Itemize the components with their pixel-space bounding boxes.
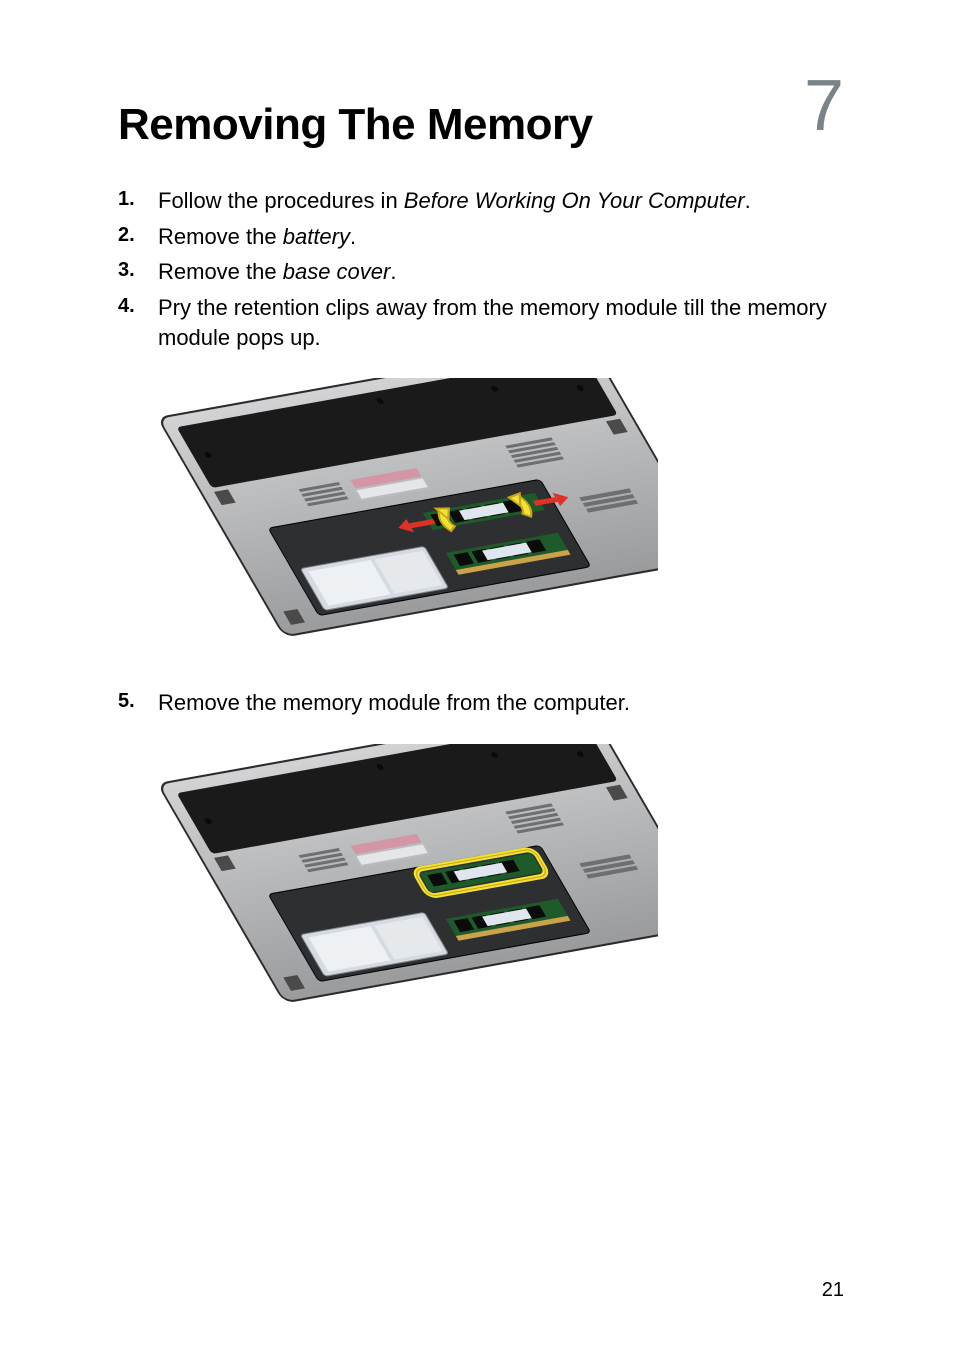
step-2-text: Remove the battery. [158,222,844,252]
step-1-text: Follow the procedures in Before Working … [158,186,844,216]
step-4-text: Pry the retention clips away from the me… [158,293,844,352]
step-3-prefix: Remove the [158,259,283,284]
page-number: 21 [822,1279,844,1302]
steps-list: Follow the procedures in Before Working … [118,186,844,352]
page-header: Removing The Memory 7 [118,100,844,150]
step-4: Pry the retention clips away from the me… [118,293,844,352]
step-3-text: Remove the base cover. [158,257,844,287]
page: Removing The Memory 7 Follow the procedu… [0,0,954,1366]
figure-1 [158,378,844,658]
figure-2 [158,744,844,1024]
step-2: Remove the battery. [118,222,844,252]
step-2-suffix: . [350,224,356,249]
step-5-text: Remove the memory module from the comput… [158,688,844,718]
page-title: Removing The Memory [118,100,593,150]
step-2-prefix: Remove the [158,224,283,249]
step-2-italic: battery [283,224,350,249]
step-3: Remove the base cover. [118,257,844,287]
step-3-suffix: . [390,259,396,284]
figure-1-svg [158,378,658,658]
step-5-prefix: Remove the memory module from the comput… [158,690,630,715]
step-1-suffix: . [745,188,751,213]
chapter-number: 7 [804,78,844,136]
step-3-italic: base cover [283,259,391,284]
step-5: Remove the memory module from the comput… [118,688,844,718]
step-1: Follow the procedures in Before Working … [118,186,844,216]
step-1-italic: Before Working On Your Computer [404,188,745,213]
step-1-prefix: Follow the procedures in [158,188,404,213]
steps-list-2: Remove the memory module from the comput… [118,688,844,718]
figure-2-svg [158,744,658,1024]
step-4-prefix: Pry the retention clips away from the me… [158,295,827,350]
